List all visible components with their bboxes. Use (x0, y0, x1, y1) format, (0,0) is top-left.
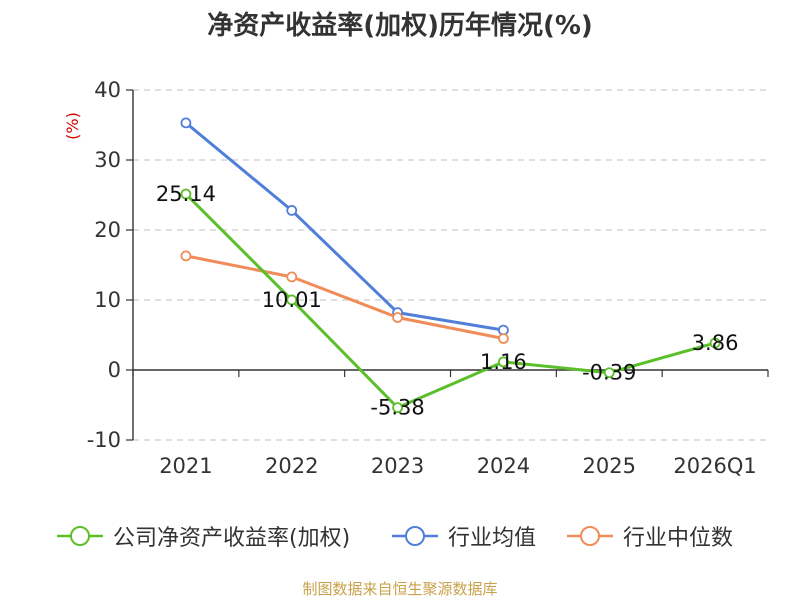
series-line (184, 192, 716, 410)
data-point (180, 250, 192, 262)
data-label: 1.16 (480, 350, 527, 374)
data-point (180, 117, 192, 129)
data-point (603, 367, 615, 379)
x-tick-label: 2023 (371, 454, 424, 478)
legend-marker-icon (567, 526, 613, 546)
legend-marker-icon (392, 526, 438, 546)
y-tick-label: 10 (94, 288, 121, 312)
y-tick-label: 0 (108, 358, 121, 382)
y-tick-label: 30 (94, 148, 121, 172)
x-tick-label: 2026Q1 (673, 454, 756, 478)
source-footer: 制图数据来自恒生聚源数据库 (302, 580, 498, 598)
data-point (498, 356, 509, 368)
data-point (286, 204, 298, 216)
data-label: 10.01 (262, 288, 322, 312)
data-label: -0.39 (582, 361, 636, 385)
data-point (286, 294, 298, 306)
legend-item-company-roe[interactable]: 公司净资产收益率(加权) (55, 520, 350, 552)
legend-label: 公司净资产收益率(加权) (113, 526, 351, 551)
legend-marker-icon (57, 526, 103, 546)
data-label: 3.86 (692, 331, 739, 355)
legend-circle (405, 526, 425, 546)
legend-item-industry-median[interactable]: 行业中位数 (565, 520, 733, 552)
y-tick-label: -10 (87, 428, 121, 452)
chart-title: 净资产收益率(加权)历年情况(%) (207, 11, 593, 41)
data-point (180, 188, 192, 200)
data-label: -5.38 (370, 396, 424, 420)
x-tick-label: 2024 (477, 454, 530, 478)
x-tick-label: 2022 (265, 454, 318, 478)
legend: 公司净资产收益率(加权) 行业均值 行业中位数 (0, 520, 800, 552)
legend-circle (70, 526, 90, 546)
data-point (709, 337, 721, 349)
y-tick-label: 40 (94, 78, 121, 102)
data-point (498, 333, 509, 344)
line-chart: -10 0 10 20 30 40 2021 2022 2023 2024 2025 2026Q1 (%… (63, 78, 769, 478)
x-tick-label: 2025 (583, 454, 636, 478)
legend-circle (580, 526, 600, 546)
legend-label: 行业中位数 (623, 526, 734, 551)
data-label: 25.14 (156, 182, 216, 206)
y-tick-label: 20 (94, 218, 121, 242)
data-point (286, 271, 298, 283)
series-line (185, 254, 504, 340)
series-line (184, 121, 504, 332)
x-tick-label: 2021 (159, 454, 212, 478)
data-point (392, 312, 403, 323)
legend-item-industry-mean[interactable]: 行业均值 (390, 520, 536, 552)
legend-label: 行业均值 (448, 526, 537, 551)
y-axis-label: (%) (63, 112, 82, 140)
data-point (392, 402, 403, 414)
